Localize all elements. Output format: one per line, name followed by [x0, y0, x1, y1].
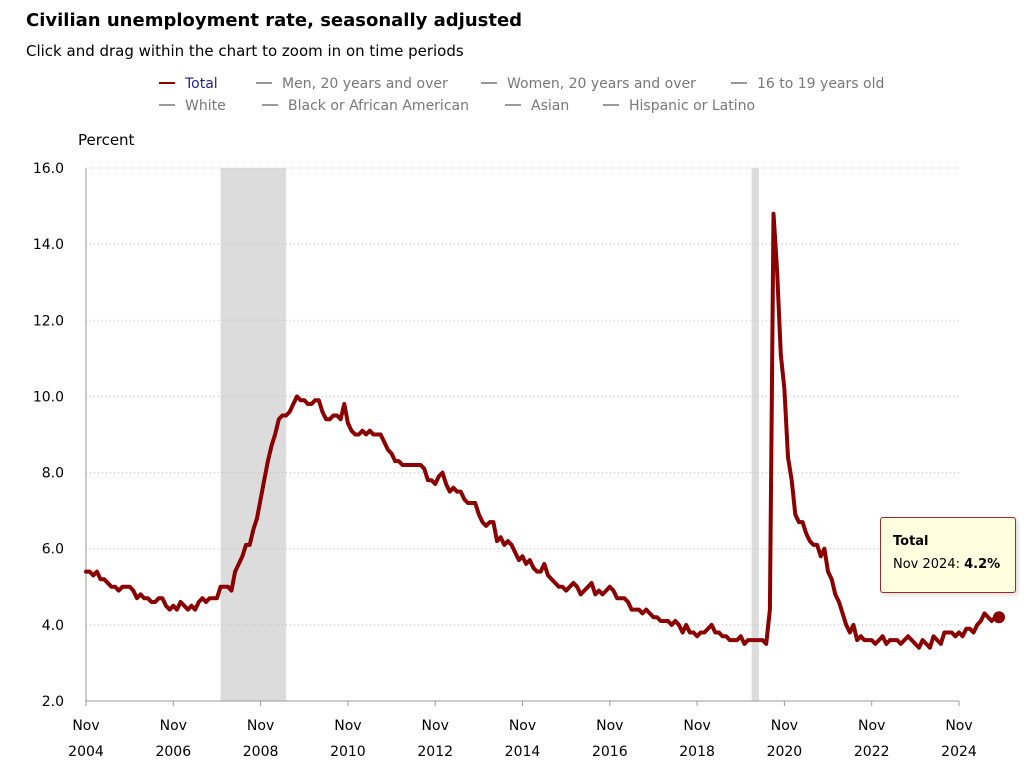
legend-item-women-20-over[interactable]: Women, 20 years and over [481, 76, 696, 92]
legend-label: 16 to 19 years old [757, 76, 885, 92]
x-tick-year: 2012 [417, 744, 453, 760]
y-tick-label: 14.0 [33, 237, 64, 253]
x-tick-month: Nov [596, 718, 623, 734]
legend-swatch [159, 104, 175, 106]
legend-item-16-19[interactable]: 16 to 19 years old [731, 76, 884, 92]
x-tick-year: 2006 [155, 744, 191, 760]
legend-item-black[interactable]: Black or African American [262, 98, 469, 114]
legend-swatch [256, 82, 272, 84]
tooltip-series: Total [893, 534, 929, 549]
legend-item-total[interactable]: Total [159, 76, 218, 92]
legend-item-asian[interactable]: Asian [505, 98, 569, 114]
recession-band-2 [751, 168, 759, 701]
x-tick-year: 2010 [330, 744, 366, 760]
x-tick-month: Nov [945, 718, 972, 734]
tooltip-value: 4.2% [964, 557, 1001, 572]
x-tick-month: Nov [858, 718, 885, 734]
x-tick-year: 2004 [68, 744, 104, 760]
legend-label: Black or African American [288, 98, 469, 114]
x-tick-year: 2018 [679, 744, 715, 760]
x-tick-year: 2022 [854, 744, 890, 760]
legend-swatch [603, 104, 619, 106]
x-tick-year: 2024 [941, 744, 977, 760]
x-tick-year: 2016 [592, 744, 628, 760]
x-tick-month: Nov [247, 718, 274, 734]
chart-subtitle: Click and drag within the chart to zoom … [26, 42, 464, 60]
x-tick-month: Nov [334, 718, 361, 734]
legend-swatch [262, 104, 278, 106]
series-marker-last [993, 611, 1006, 624]
y-tick-label: 6.0 [42, 542, 64, 558]
legend-swatch [505, 104, 521, 106]
y-tick-label: 10.0 [33, 389, 64, 405]
legend-label: Total [185, 76, 218, 92]
y-tick-label: 2.0 [42, 694, 64, 710]
data-tooltip: Total Nov 2024: 4.2% [880, 517, 1016, 593]
x-tick-month: Nov [72, 718, 99, 734]
chart-title: Civilian unemployment rate, seasonally a… [26, 10, 523, 31]
x-tick-year: 2020 [767, 744, 803, 760]
x-tick-month: Nov [771, 718, 798, 734]
legend-swatch [159, 82, 175, 84]
legend-label: Hispanic or Latino [629, 98, 756, 114]
x-tick-month: Nov [683, 718, 710, 734]
y-tick-label: 12.0 [33, 313, 64, 329]
legend-item-white[interactable]: White [159, 98, 226, 114]
x-tick-year: 2014 [505, 744, 541, 760]
y-axis-label: Percent [78, 131, 135, 149]
x-tick-year: 2008 [243, 744, 279, 760]
y-tick-label: 16.0 [33, 161, 64, 177]
x-tick-month: Nov [509, 718, 536, 734]
x-tick-month: Nov [422, 718, 449, 734]
legend-label: White [185, 98, 226, 114]
tooltip-value-row: Nov 2024: 4.2% [893, 557, 1003, 572]
legend-label: Men, 20 years and over [282, 76, 448, 92]
legend-label: Women, 20 years and over [507, 76, 696, 92]
y-tick-label: 4.0 [42, 618, 64, 634]
legend-item-men-20-over[interactable]: Men, 20 years and over [256, 76, 448, 92]
legend-label: Asian [531, 98, 570, 114]
tooltip-label: Nov 2024: [893, 557, 960, 572]
series-line-total [84, 211, 1001, 650]
legend-item-hispanic[interactable]: Hispanic or Latino [603, 98, 755, 114]
y-tick-label: 8.0 [42, 466, 64, 482]
legend-swatch [481, 82, 497, 84]
legend-swatch [731, 82, 747, 84]
x-tick-month: Nov [160, 718, 187, 734]
